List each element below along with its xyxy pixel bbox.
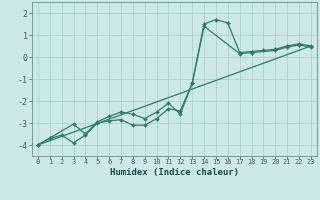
- X-axis label: Humidex (Indice chaleur): Humidex (Indice chaleur): [110, 168, 239, 177]
